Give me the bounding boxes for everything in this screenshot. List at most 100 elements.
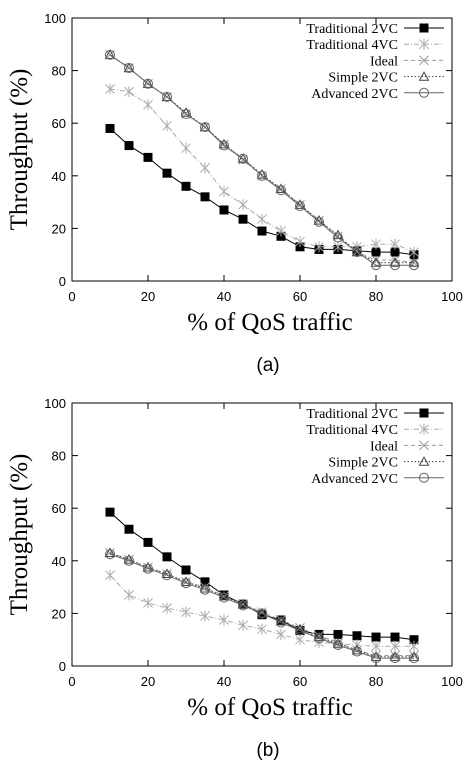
chart1-series-3-point (332, 638, 344, 648)
chart0-series-4-point (219, 140, 229, 151)
chart0-series-line-4 (109, 54, 414, 266)
chart1-series-2-point (352, 645, 362, 656)
chart1-series-4-point (219, 592, 229, 603)
chart1-series-1-point (409, 640, 419, 652)
chart0-series-0-point (143, 152, 153, 162)
chart0-series-1-point (219, 186, 229, 198)
chart0-legend-label-3: Simple 2VC (328, 71, 398, 86)
chart0-x-tick-label: 40 (217, 289, 231, 304)
chart0-series-0-point (200, 192, 210, 202)
chart0-series-1-point (124, 86, 134, 98)
chart0-series-3-point (104, 49, 116, 59)
chart0-x-tick-label: 100 (441, 289, 463, 304)
chart0-y-tick-label: 80 (52, 64, 66, 79)
chart0-series-0-point (124, 141, 134, 151)
chart0-series-1-point (238, 199, 248, 211)
chart1-legend-marker-2 (419, 440, 429, 451)
chart1-series-1-point (295, 634, 305, 646)
chart0-legend-label-0: Traditional 2VC (306, 22, 398, 37)
chart1-series-1-point (200, 610, 210, 622)
chart1-series-1-point (257, 623, 267, 635)
chart0-legend-marker-2 (419, 55, 429, 66)
chart1-x-axis-label: % of QoS traffic (187, 694, 352, 721)
chart1-series-0-point (314, 629, 324, 639)
chart1-series-3-point (180, 576, 192, 586)
chart1-y-tick-label: 100 (44, 396, 66, 411)
chart0-y-tick-label: 40 (52, 169, 66, 184)
chart0-series-1-point (409, 246, 419, 258)
chart0-legend-marker-4 (419, 87, 429, 98)
chart1-series-4-point (352, 646, 362, 657)
chart1-legend-marker-1 (419, 423, 429, 435)
chart1-series-0-point (352, 631, 362, 641)
chart1-series-3-point (237, 598, 249, 609)
chart0-series-3-point (370, 257, 382, 267)
chart0-series-4-point (276, 185, 286, 196)
chart0-y-tick-label: 0 (59, 274, 66, 289)
chart1-series-4-point (200, 584, 210, 595)
chart1-series-1-point (371, 640, 381, 652)
chart1-series-3-point (199, 582, 211, 593)
chart1-legend-label-1: Traditional 4VC (306, 423, 398, 438)
chart1-series-4-point (257, 608, 267, 619)
chart0-series-4-point (295, 201, 305, 212)
chart1-series-3-point (142, 561, 154, 572)
chart1-x-tick-label: 0 (68, 674, 75, 689)
chart0-series-4-point (181, 108, 191, 119)
chart1-series-3-point (370, 651, 382, 661)
chart1-series-3-point (313, 631, 325, 642)
chart0-series-3-point (123, 62, 135, 73)
chart0-x-axis-label: % of QoS traffic (187, 309, 352, 336)
chart0-series-0-point (390, 247, 400, 257)
chart0-y-axis-label: Throughput (%) (6, 69, 33, 231)
chart1-series-4-point (124, 555, 134, 566)
chart1-plot-frame (71, 402, 453, 667)
chart0-series-line-0 (109, 128, 415, 256)
chart0-series-4-point (105, 49, 115, 60)
chart1-series-4-point (314, 633, 324, 644)
chart1-series-1-point (105, 569, 115, 581)
throughput-chart-b: 0 20 40 60 80 100 0 20 40 60 80 100 % of QoS traffic… (6, 396, 463, 761)
chart1-series-3-point (389, 651, 401, 661)
chart1-legend-label-4: Advanced 2VC (311, 472, 398, 487)
chart0-series-4-point (238, 153, 248, 164)
chart1-x-tick-label: 20 (141, 674, 155, 689)
chart1-series-4-point (238, 600, 248, 611)
chart0-legend-label-1: Traditional 4VC (306, 38, 398, 53)
chart0-series-4-point (371, 260, 381, 271)
chart0-series-0-point (219, 205, 229, 215)
chart0-series-3-point (237, 153, 249, 163)
chart0-y-tick-label: 20 (52, 221, 66, 236)
chart0-series-4-point (409, 260, 419, 271)
chart0-series-0-point (238, 214, 248, 224)
chart0-series-1-point (390, 238, 400, 250)
chart0-legend-label-2: Ideal (370, 54, 398, 69)
chart0-series-3-point (332, 229, 344, 240)
chart1-y-axis-label: Throughput (%) (6, 454, 33, 616)
chart1-series-1-point (181, 606, 191, 618)
chart1-series-4-point (143, 563, 153, 574)
chart1-series-3-point (161, 568, 173, 579)
chart0-series-1-point (162, 120, 172, 132)
chart0-series-3-point (389, 257, 401, 267)
chart0-x-tick-label: 80 (369, 289, 383, 304)
chart1-x-tick-label: 80 (369, 674, 383, 689)
chart1-series-line-0 (109, 511, 415, 641)
chart1-series-1-point (390, 640, 400, 652)
chart1-series-4-point (181, 578, 191, 589)
chart1-legend-label-3: Simple 2VC (328, 456, 398, 471)
chart1-series-1-point (143, 597, 153, 609)
chart0-caption: (a) (256, 355, 279, 376)
chart0-legend-label-4: Advanced 2VC (311, 87, 398, 102)
chart1-series-4-point (390, 653, 400, 664)
chart0-x-tick-label: 60 (293, 289, 307, 304)
chart0-series-1-point (276, 225, 286, 237)
chart0-series-0-point (105, 123, 115, 133)
chart1-y-tick-label: 60 (52, 501, 66, 516)
chart1-legend-marker-0 (419, 408, 429, 418)
chart0-series-3-point (351, 246, 363, 257)
chart1-legend-marker-3 (418, 456, 430, 466)
chart0-legend-marker-0 (419, 23, 429, 33)
chart0-x-tick-label: 0 (68, 289, 75, 304)
chart1-legend-label-0: Traditional 2VC (306, 407, 398, 422)
